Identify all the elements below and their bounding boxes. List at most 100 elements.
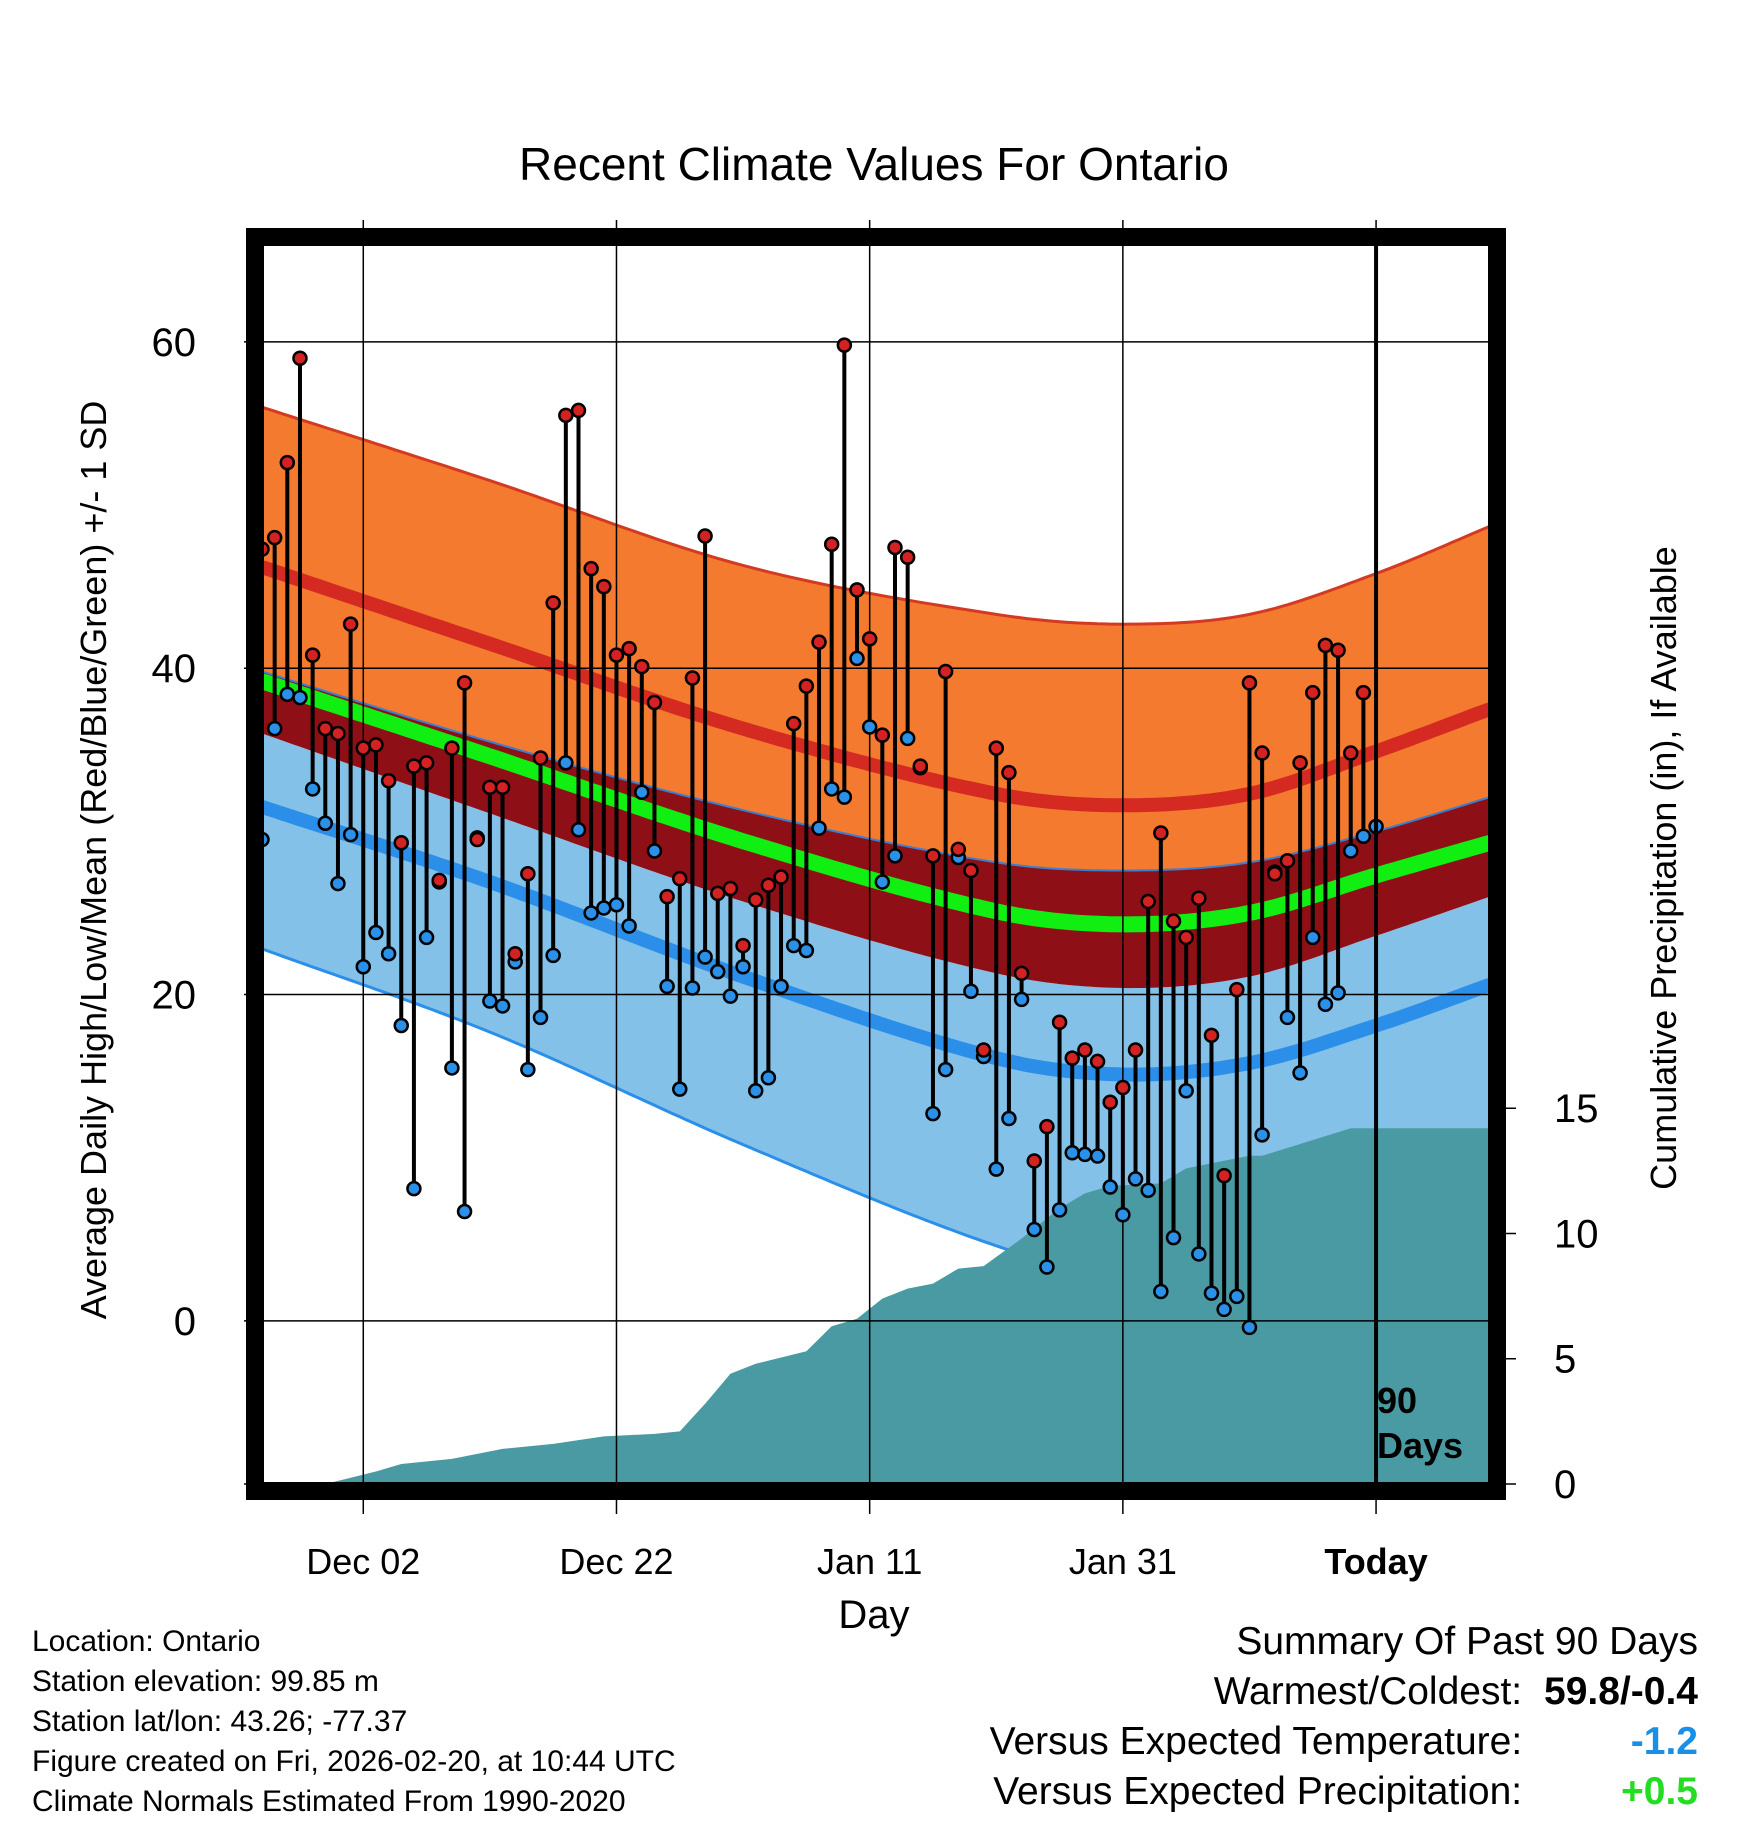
daily-low-point	[1115, 1207, 1131, 1223]
daily-low-point	[1254, 1127, 1270, 1143]
daily-high-point	[722, 880, 739, 897]
daily-high-point	[849, 582, 865, 598]
daily-high-point	[596, 578, 612, 595]
daily-low-point	[1178, 1083, 1194, 1099]
high-mean-line	[262, 560, 1490, 813]
daily-low-point	[1216, 1301, 1232, 1318]
daily-low-point	[368, 924, 384, 941]
daily-low-point	[292, 689, 308, 706]
daily-low-point	[596, 900, 612, 916]
daily-high-point	[1001, 764, 1017, 781]
summary-precip-row: Versus Expected Precipitation: +0.5	[990, 1767, 1698, 1817]
daily-high-point	[621, 640, 637, 657]
daily-low-point	[444, 1060, 460, 1076]
daily-low-point	[937, 1061, 954, 1078]
daily-high-point	[1089, 1053, 1106, 1070]
daily-low-point	[684, 980, 701, 996]
daily-high-point	[634, 658, 650, 675]
daily-high-point	[1153, 825, 1169, 841]
daily-high-point	[1140, 893, 1156, 910]
daily-low-point	[317, 815, 334, 831]
x-tick-label: Jan 31	[1069, 1541, 1177, 1582]
daily-high-point	[330, 725, 346, 742]
daily-low-point	[1026, 1221, 1042, 1238]
daily-high-point	[1254, 745, 1270, 761]
daily-low-point	[520, 1061, 536, 1078]
daily-low-point	[279, 686, 296, 703]
daily-low-point	[823, 781, 840, 797]
daily-low-point	[583, 905, 599, 921]
daily-low-point	[963, 983, 979, 1000]
daily-low-point	[406, 1180, 422, 1197]
daily-high-point	[1102, 1094, 1118, 1110]
daily-low-point	[1292, 1065, 1308, 1081]
daily-low-point	[710, 963, 726, 980]
daily-high-point	[317, 720, 334, 737]
daily-low-point	[558, 755, 574, 771]
daily-high-point	[418, 755, 435, 771]
daily-low-point	[925, 1105, 941, 1122]
y-tick-label: 60	[152, 321, 197, 365]
daily-high-point	[798, 678, 815, 694]
daily-high-point	[279, 454, 296, 471]
daily-low-point	[760, 1069, 777, 1086]
daily-high-point	[494, 779, 511, 796]
station-info: Location: Ontario Station elevation: 99.…	[32, 1622, 676, 1822]
daily-high-point	[899, 549, 916, 566]
daily-low-point	[1165, 1229, 1182, 1246]
daily-low-point	[1305, 929, 1321, 946]
warmest-coldest-label: Warmest/Coldest:	[1213, 1670, 1523, 1713]
daily-high-point	[1013, 965, 1030, 982]
daily-low-point	[1127, 1171, 1144, 1187]
daily-low-point	[1191, 1246, 1207, 1262]
daily-high-point	[937, 663, 954, 680]
summary-panel: Summary Of Past 90 Days Warmest/Coldest:…	[990, 1617, 1698, 1817]
daily-high-point	[925, 848, 941, 864]
daily-low-point	[393, 1017, 410, 1034]
daily-low-point	[899, 730, 916, 747]
summary-heading: Summary Of Past 90 Days	[1236, 1620, 1698, 1663]
daily-high-point	[887, 539, 903, 556]
daily-high-point	[747, 892, 764, 908]
daily-high-point	[684, 670, 701, 686]
daily-high-point	[1241, 675, 1258, 691]
daily-high-point	[1165, 913, 1182, 929]
daily-high-point	[874, 727, 891, 743]
daily-high-point	[1305, 684, 1321, 701]
daily-low-point	[672, 1081, 688, 1097]
daily-high-point	[558, 407, 574, 424]
y-tick-label: 20	[152, 974, 197, 1018]
daily-high-point	[760, 877, 777, 893]
daily-low-point	[861, 719, 878, 735]
daily-low-point	[836, 789, 853, 805]
daily-high-point	[304, 647, 321, 663]
daily-high-point	[1115, 1079, 1131, 1096]
summary-warmest-coldest-row: Warmest/Coldest: 59.8/-0.4	[990, 1667, 1698, 1717]
daily-high-point	[1342, 745, 1359, 761]
daily-high-point	[507, 945, 523, 962]
daily-low-point	[849, 650, 865, 667]
daily-low-point	[988, 1161, 1005, 1177]
daily-high-point	[1064, 1050, 1080, 1066]
daily-high-point	[482, 779, 498, 796]
daily-high-point	[912, 758, 929, 774]
mean-sd-band	[262, 671, 1490, 989]
daily-low-point	[646, 843, 663, 859]
plot-area: Dec 02 Dec 22 Jan 11 Jan 31 Today 0 20 40 60 0 5 10…	[152, 220, 1599, 1582]
daily-low-point	[1039, 1259, 1055, 1275]
y2-axis-label: Cumulative Precipitation (in), If Availa…	[1643, 546, 1684, 1190]
daily-high-point	[355, 740, 372, 756]
daily-low-point	[342, 826, 359, 843]
daily-low-point	[266, 720, 283, 737]
daily-high-point	[583, 560, 599, 577]
warmest-coldest-value: 59.8/-0.4	[1544, 1670, 1698, 1713]
low-sd-band	[262, 733, 1490, 1275]
daily-high-point	[1292, 755, 1308, 771]
daily-low-point	[608, 897, 625, 913]
daily-low-point	[773, 978, 789, 995]
daily-high-point	[1229, 981, 1245, 998]
daily-high-point	[1051, 1014, 1068, 1031]
daily-low-point	[798, 942, 815, 959]
daily-low-point	[304, 781, 321, 797]
today-marker-label-line2: Days	[1377, 1425, 1463, 1466]
